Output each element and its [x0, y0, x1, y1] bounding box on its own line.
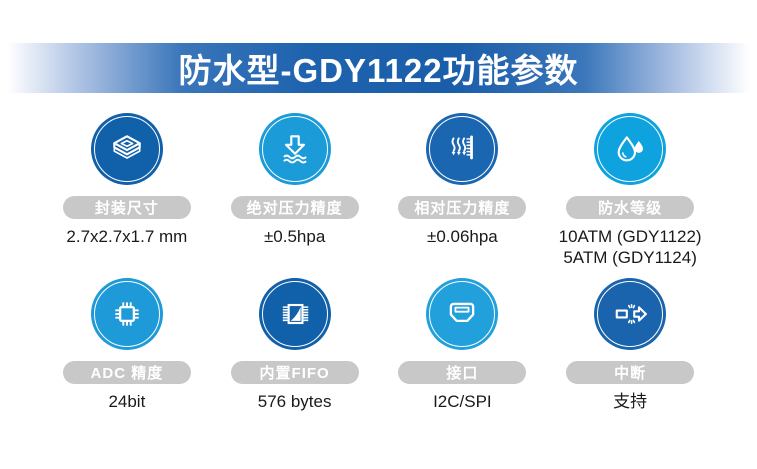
adc-chip-icon	[115, 302, 139, 326]
interrupt-arrow-icon	[615, 303, 648, 325]
spec-label-badge: ADC 精度	[62, 361, 191, 384]
spec-card-waterproof-rating: 防水等级 10ATM (GDY1122) 5ATM (GDY1124)	[546, 113, 714, 278]
spec-circle	[258, 278, 331, 350]
spec-label-badge: 绝对压力精度	[230, 196, 359, 219]
spec-label-badge: 中断	[566, 361, 695, 384]
spec-circle	[426, 113, 499, 185]
spec-circle	[426, 278, 499, 350]
page-title: 防水型-GDY1122功能参数	[178, 52, 579, 89]
connector-port-icon	[450, 302, 475, 323]
title-banner: 防水型-GDY1122功能参数	[0, 43, 757, 93]
spec-label: 接口	[446, 365, 479, 382]
spec-card-interface: 接口 I2C/SPI	[379, 278, 547, 412]
spec-circle	[594, 278, 667, 350]
spec-label: ADC 精度	[90, 365, 164, 382]
pressure-ruler-icon	[451, 135, 474, 160]
fifo-chip-icon	[282, 303, 308, 325]
spec-circle	[594, 113, 667, 185]
spec-card-package-size: 封装尺寸 2.7x2.7x1.7 mm	[43, 113, 211, 278]
spec-label-badge: 封装尺寸	[62, 196, 191, 219]
spec-circle	[90, 278, 163, 350]
spec-card-adc-accuracy: ADC 精度 24bit	[43, 278, 211, 412]
spec-label: 中断	[614, 365, 647, 382]
water-drops-icon	[617, 136, 644, 162]
spec-value: I2C/SPI	[433, 392, 492, 411]
spec-value: 576 bytes	[257, 392, 332, 411]
spec-label-badge: 内置FIFO	[230, 361, 359, 384]
spec-label-badge: 接口	[398, 361, 527, 384]
spec-label-badge: 相对压力精度	[398, 196, 527, 219]
spec-label: 防水等级	[598, 200, 663, 217]
spec-label: 内置FIFO	[259, 365, 330, 382]
spec-label: 封装尺寸	[94, 200, 159, 217]
spec-label: 绝对压力精度	[246, 200, 343, 217]
pressure-arrow-icon	[282, 135, 307, 164]
spec-value: 10ATM (GDY1122) 5ATM (GDY1124)	[558, 227, 702, 267]
spec-label-badge: 防水等级	[566, 196, 695, 219]
spec-grid: 封装尺寸 2.7x2.7x1.7 mm 绝对压力精度 ±0.5hpa	[43, 113, 714, 412]
package-3d-icon	[113, 135, 141, 159]
spec-value: ±0.5hpa	[263, 227, 326, 246]
spec-value: ±0.06hpa	[426, 227, 498, 246]
spec-value: 2.7x2.7x1.7 mm	[66, 227, 188, 246]
spec-card-relative-pressure: 相对压力精度 ±0.06hpa	[379, 113, 547, 278]
spec-value: 支持	[613, 392, 648, 411]
spec-card-absolute-pressure: 绝对压力精度 ±0.5hpa	[211, 113, 379, 278]
spec-label: 相对压力精度	[414, 200, 511, 217]
spec-value: 24bit	[108, 392, 146, 411]
spec-circle	[258, 113, 331, 185]
spec-card-interrupt: 中断 支持	[546, 278, 714, 412]
spec-card-builtin-fifo: 内置FIFO 576 bytes	[211, 278, 379, 412]
spec-circle	[90, 113, 163, 185]
